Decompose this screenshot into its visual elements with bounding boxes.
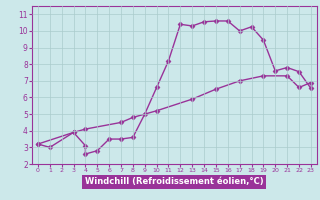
X-axis label: Windchill (Refroidissement éolien,°C): Windchill (Refroidissement éolien,°C) — [85, 177, 264, 186]
